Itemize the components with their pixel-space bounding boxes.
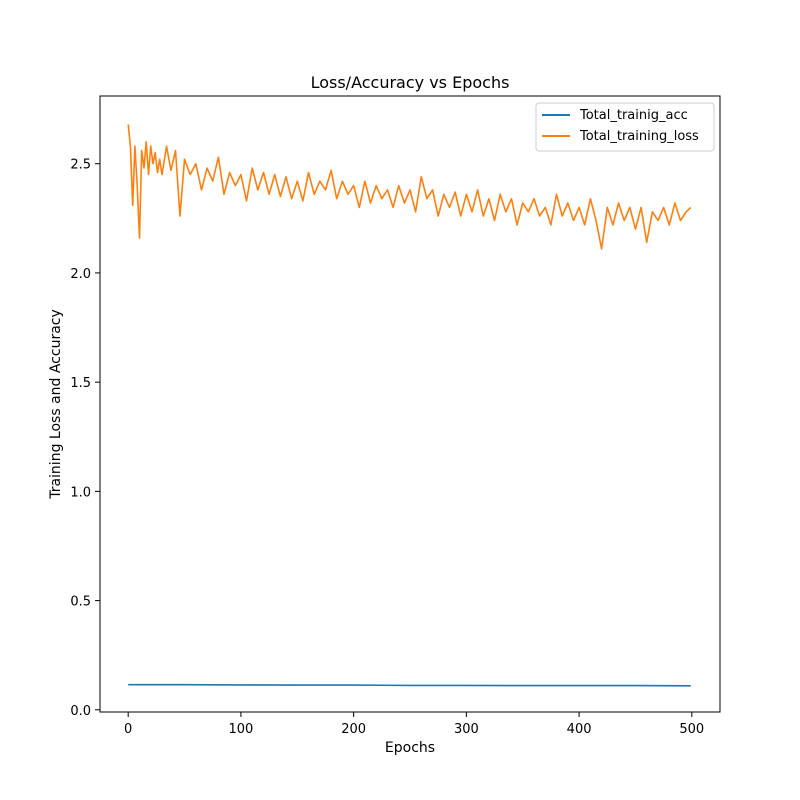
y-axis-ticks: 0.0 0.5 1.0 1.5 2.0 2.5 <box>70 158 100 719</box>
x-tick-label: 100 <box>228 722 253 737</box>
legend: Total_trainig_acc Total_training_loss <box>535 102 715 152</box>
x-tick-label: 300 <box>454 722 479 737</box>
x-tick-label: 0 <box>124 722 132 737</box>
series-line-1 <box>127 124 692 250</box>
y-tick-label: 0.0 <box>70 704 91 719</box>
x-axis-ticks: 0 100 200 300 400 500 <box>124 712 704 737</box>
y-tick-label: 2.5 <box>70 158 91 173</box>
y-tick-label: 2.0 <box>70 267 91 282</box>
series-lines <box>127 124 692 687</box>
y-axis-label: Training Loss and Accuracy <box>48 309 64 500</box>
x-tick-label: 400 <box>567 722 592 737</box>
x-axis-label: Epochs <box>385 740 435 756</box>
legend-frame <box>535 102 715 152</box>
y-tick-label: 1.0 <box>70 485 91 500</box>
x-tick-label: 500 <box>679 722 704 737</box>
series-line-0 <box>128 683 691 687</box>
plot-frame <box>99 95 721 713</box>
chart-title: Loss/Accuracy vs Epochs <box>311 73 510 92</box>
y-tick-label: 1.5 <box>70 376 91 391</box>
legend-label-acc: Total_trainig_acc <box>579 108 688 123</box>
x-tick-label: 200 <box>341 722 366 737</box>
legend-label-loss: Total_training_loss <box>579 129 699 144</box>
y-tick-label: 0.5 <box>70 595 91 610</box>
